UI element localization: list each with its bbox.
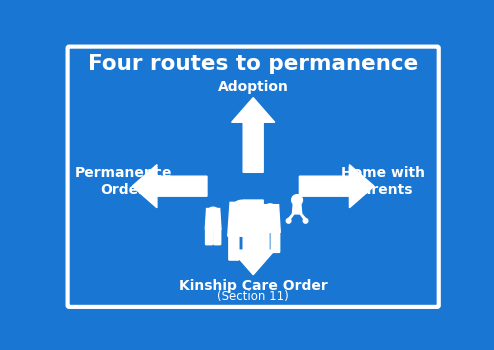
Text: (Section 11): (Section 11) xyxy=(217,290,289,303)
FancyBboxPatch shape xyxy=(206,229,212,245)
Polygon shape xyxy=(228,202,255,236)
Circle shape xyxy=(262,204,278,219)
Text: Adoption: Adoption xyxy=(218,80,288,94)
Circle shape xyxy=(287,218,291,223)
Text: Permanence
Order: Permanence Order xyxy=(74,167,172,197)
Polygon shape xyxy=(132,164,207,208)
Polygon shape xyxy=(232,200,275,275)
Polygon shape xyxy=(288,214,294,219)
Circle shape xyxy=(232,200,251,220)
Polygon shape xyxy=(292,205,302,214)
Text: Kinship Care Order: Kinship Care Order xyxy=(179,279,328,293)
FancyBboxPatch shape xyxy=(229,236,239,260)
Circle shape xyxy=(207,207,219,219)
Polygon shape xyxy=(300,214,306,219)
FancyBboxPatch shape xyxy=(271,232,280,252)
Circle shape xyxy=(303,218,308,223)
Text: Four routes to permanence: Four routes to permanence xyxy=(88,54,418,74)
Polygon shape xyxy=(260,205,280,232)
Polygon shape xyxy=(206,209,221,229)
FancyBboxPatch shape xyxy=(245,236,254,260)
Text: Home with
parents: Home with parents xyxy=(341,167,425,197)
Polygon shape xyxy=(299,164,374,208)
FancyBboxPatch shape xyxy=(68,47,439,307)
FancyBboxPatch shape xyxy=(260,232,269,252)
Polygon shape xyxy=(232,98,275,172)
FancyBboxPatch shape xyxy=(214,229,221,245)
Circle shape xyxy=(291,195,302,205)
